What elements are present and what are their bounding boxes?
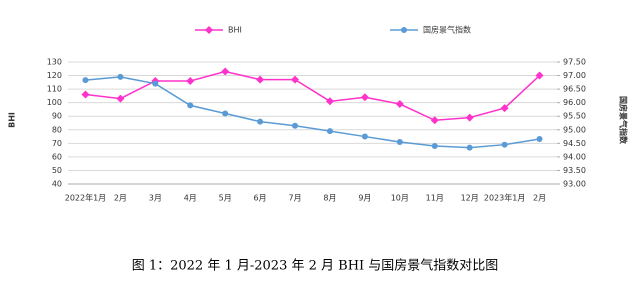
y2-tick-label: 94.00 [563,152,586,161]
point [326,128,333,135]
point [361,133,368,140]
y2-axis-title: 国房景气指数 [619,96,629,145]
y-tick-label: 80 [52,125,62,134]
y2-tick-label: 94.50 [563,139,586,148]
x-tick-label: 8月 [323,194,336,203]
y-tick-label: 60 [52,152,62,161]
x-tick-label: 9月 [358,194,371,203]
x-tick-label: 2022年1月 [65,193,106,203]
point [430,116,439,125]
y2-tick-label: 96.50 [563,85,586,94]
x-tick-label: 3月 [149,194,162,203]
point [117,73,124,80]
point [466,144,473,151]
legend-label: 国房景气指数 [423,25,471,35]
y-tick-label: 130 [47,58,62,67]
point [536,135,543,142]
x-tick-label: 10月 [391,194,409,203]
point [396,138,403,145]
series-line [85,76,540,149]
point [535,71,544,80]
y2-tick-label: 96.00 [563,98,586,107]
y-tick-label: 110 [47,85,62,94]
point [325,97,334,106]
point [395,100,404,109]
x-tick-label: 6月 [254,194,267,203]
point [187,102,194,109]
y-axis-title: BHI [8,112,17,128]
point [501,141,508,148]
y2-tick-label: 93.00 [563,180,586,189]
y-tick-label: 90 [52,112,62,121]
x-tick-label: 2月 [114,194,127,203]
point [257,118,264,125]
y-tick-label: 100 [47,98,62,107]
y2-tick-label: 95.00 [563,125,586,134]
point [291,75,300,84]
point [221,67,230,76]
point [116,94,125,103]
y-tick-label: 40 [52,180,62,189]
x-tick-label: 4月 [184,194,197,203]
legend-label: BHI [228,26,242,35]
point [500,104,509,113]
point [256,75,265,84]
y-tick-label: 50 [52,166,62,175]
x-tick-label: 7月 [288,194,301,203]
point [360,93,369,102]
x-tick-label: 2023年1月 [484,193,525,203]
series-line [85,70,541,122]
point [401,27,407,33]
point [152,80,159,87]
point [431,143,438,150]
y2-tick-label: 93.50 [563,166,586,175]
y2-tick-label: 97.50 [563,58,586,67]
caption: 图 1：2022 年 1 月-2023 年 2 月 BHI 与国房景气指数对比图 [132,258,499,274]
point [465,113,474,122]
point [81,90,90,99]
y2-tick-label: 97.00 [563,71,586,80]
x-tick-label: 5月 [219,194,232,203]
point [205,26,213,34]
point [222,110,229,117]
point [292,122,299,129]
x-tick-label: 12月 [461,194,479,203]
point [186,76,195,85]
x-tick-label: 11月 [426,194,444,203]
y-tick-label: 70 [52,139,62,148]
y-tick-label: 120 [47,71,62,80]
y2-tick-label: 95.50 [563,112,586,121]
point [82,77,89,84]
x-tick-label: 2月 [533,194,546,203]
